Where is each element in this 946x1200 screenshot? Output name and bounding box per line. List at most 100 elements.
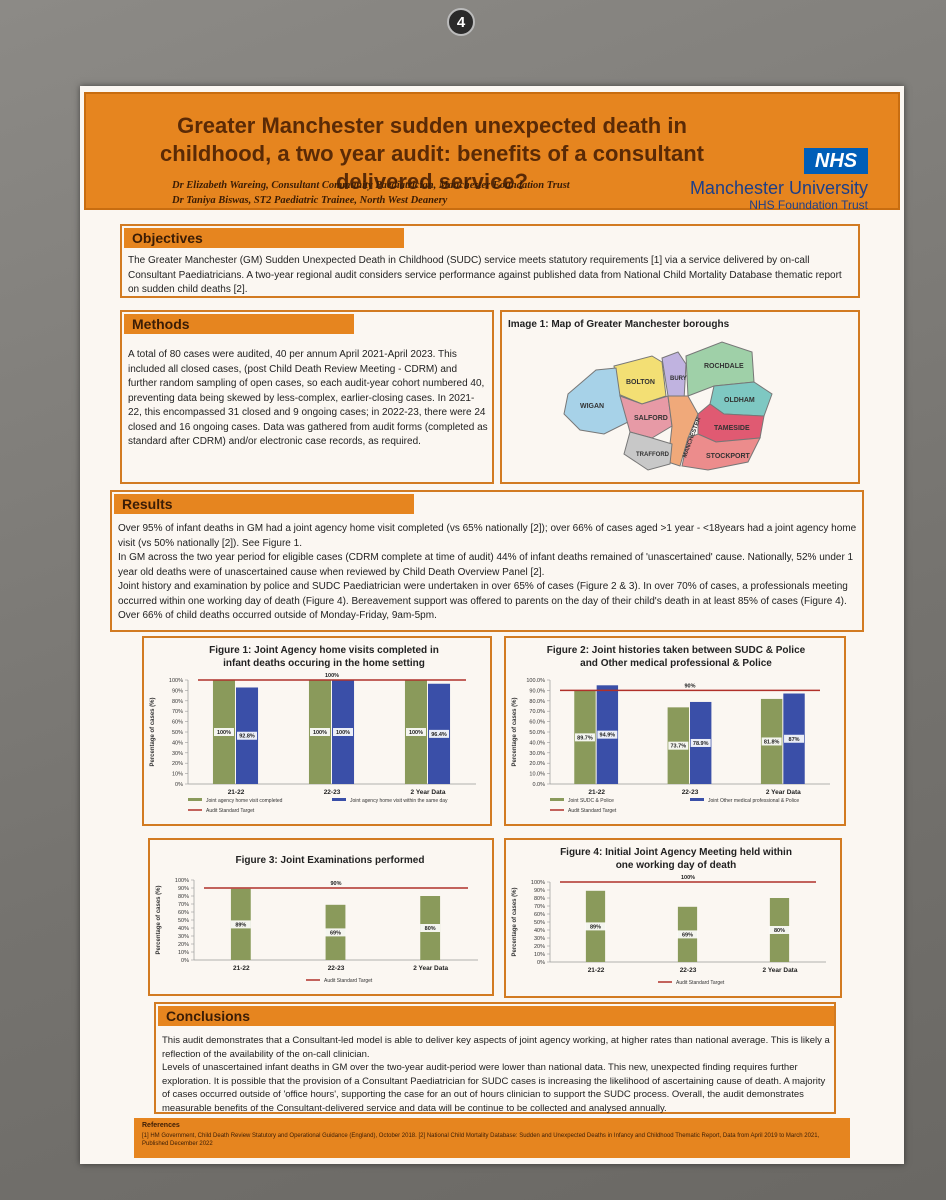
data-label-bg: [230, 920, 251, 929]
data-label: 89%: [590, 924, 601, 930]
target-label: 100%: [325, 673, 339, 679]
x-tick-label: 2 Year Data: [413, 965, 448, 972]
figure-4-panel: Figure 4: Initial Joint Agency Meeting h…: [504, 838, 842, 998]
y-tick-label: 80%: [534, 896, 545, 902]
legend-target-label: Audit Standard Target: [206, 808, 255, 814]
data-label: 94.9%: [600, 733, 616, 739]
figure-4-title: Figure 4: Initial Joint Agency Meeting h…: [560, 847, 792, 871]
y-tick-label: 80.0%: [529, 699, 545, 705]
data-label: 100%: [409, 730, 423, 736]
y-tick-label: 40%: [534, 928, 545, 934]
legend-swatch: [332, 798, 346, 801]
y-axis-label: Percentage of cases (%): [512, 887, 518, 956]
data-label-bg: [309, 728, 330, 736]
conclusions-section: Conclusions This audit demonstrates that…: [154, 1002, 836, 1114]
data-label: 73.7%: [670, 744, 686, 750]
x-tick-label: 21-22: [228, 789, 245, 796]
legend-swatch: [550, 798, 564, 801]
figure-2-chart: Percentage of cases (%) 0.0% 10.0% 20.0% 30.…: [512, 678, 830, 814]
y-tick-label: 50%: [178, 918, 189, 924]
y-tick-label: 40%: [172, 740, 183, 746]
data-label: 89.7%: [577, 735, 593, 741]
y-tick-label: 20%: [178, 942, 189, 948]
y-tick-label: 50%: [172, 730, 183, 736]
data-label: 100%: [313, 730, 327, 736]
map-label-rochdale: ROCHDALE: [704, 363, 744, 370]
data-label-bg: [761, 737, 782, 746]
objectives-section: Objectives The Greater Manchester (GM) S…: [120, 224, 860, 298]
data-label: 96.4%: [431, 732, 447, 738]
y-tick-label: 20%: [172, 761, 183, 767]
y-tick-label: 60.0%: [529, 720, 545, 726]
legend-target-label: Audit Standard Target: [676, 980, 725, 986]
map-caption: Image 1: Map of Greater Manchester borou…: [508, 319, 730, 330]
data-label-bg: [597, 730, 618, 739]
y-tick-label: 90%: [172, 688, 183, 694]
data-label: 69%: [330, 930, 341, 936]
y-tick-label: 100%: [169, 678, 183, 684]
data-label-bg: [668, 741, 689, 750]
legend-label: Joint Other medical professional & Polic…: [708, 798, 799, 804]
target-label: 100%: [681, 875, 695, 881]
x-tick-label: 2 Year Data: [763, 967, 798, 974]
y-tick-label: 0%: [181, 958, 189, 964]
data-label: 80%: [425, 926, 436, 932]
x-tick-label: 22-23: [680, 967, 697, 974]
data-label: 80%: [774, 928, 785, 934]
map-region-stockport: [681, 433, 761, 471]
y-tick-label: 70%: [172, 709, 183, 715]
references-block: References [1] HM Government, Child Deat…: [134, 1118, 850, 1158]
y-tick-label: 70%: [178, 902, 189, 908]
map-region-trafford: [623, 431, 673, 471]
x-tick-label: 2 Year Data: [411, 789, 446, 796]
figure-2-title: Figure 2: Joint histories taken between …: [546, 645, 806, 669]
organisation-trust: NHS Foundation Trust: [749, 198, 868, 212]
conclusions-paragraph: Levels of unascertained infant deaths in…: [162, 1062, 826, 1114]
map-region-bury: [661, 351, 687, 401]
data-label-bg: [325, 928, 346, 937]
map-label-bolton: BOLTON: [626, 379, 655, 386]
x-tick-label: 22-23: [328, 965, 345, 972]
x-tick-label: 21-22: [588, 967, 605, 974]
x-tick-label: 21-22: [588, 789, 605, 796]
poster: Greater Manchester sudden unexpected dea…: [80, 86, 904, 1164]
data-label-bg: [769, 926, 790, 934]
nhs-logo: NHS: [804, 148, 868, 174]
y-tick-label: 70%: [534, 904, 545, 910]
objectives-heading: Objectives: [124, 228, 404, 248]
poster-title: Greater Manchester sudden unexpected dea…: [160, 113, 704, 194]
data-label-bg: [420, 924, 441, 932]
y-tick-label: 10%: [534, 952, 545, 958]
y-tick-label: 30%: [172, 751, 183, 757]
figure-3-title: Figure 3: Joint Examinations performed: [235, 855, 425, 866]
data-label: 78.9%: [693, 741, 709, 747]
y-axis-label: Percentage of cases (%): [512, 697, 518, 766]
conclusions-heading: Conclusions: [158, 1006, 834, 1026]
legend-label: Joint agency home visit within the same …: [350, 798, 448, 804]
y-tick-label: 40.0%: [529, 740, 545, 746]
figure-2-panel: Figure 2: Joint histories taken between …: [504, 636, 846, 826]
y-tick-label: 60%: [534, 912, 545, 918]
y-tick-label: 70.0%: [529, 709, 545, 715]
target-label: 90%: [330, 881, 341, 887]
x-tick-label: 22-23: [682, 789, 699, 796]
map-label-bury: BURY: [670, 376, 687, 382]
map-region-manchester: [667, 395, 699, 467]
references-heading: References: [142, 1122, 180, 1129]
y-tick-label: 80%: [178, 894, 189, 900]
y-tick-label: 100%: [175, 878, 189, 884]
data-label-bg: [429, 729, 450, 738]
map-label-stockport: STOCKPORT: [706, 453, 751, 460]
legend-label: Joint SUDC & Police: [568, 798, 614, 804]
y-tick-label: 50%: [534, 920, 545, 926]
y-tick-label: 60%: [178, 910, 189, 916]
data-label: 81.8%: [764, 739, 780, 745]
y-tick-label: 60%: [172, 720, 183, 726]
y-tick-label: 20%: [534, 944, 545, 950]
data-label: 92.8%: [239, 734, 255, 740]
target-label: 90%: [684, 683, 695, 689]
organisation-name: Manchester University NHS Foundation Tru…: [690, 178, 868, 212]
data-label: 69%: [682, 932, 693, 938]
map-label-oldham: OLDHAM: [724, 397, 755, 404]
